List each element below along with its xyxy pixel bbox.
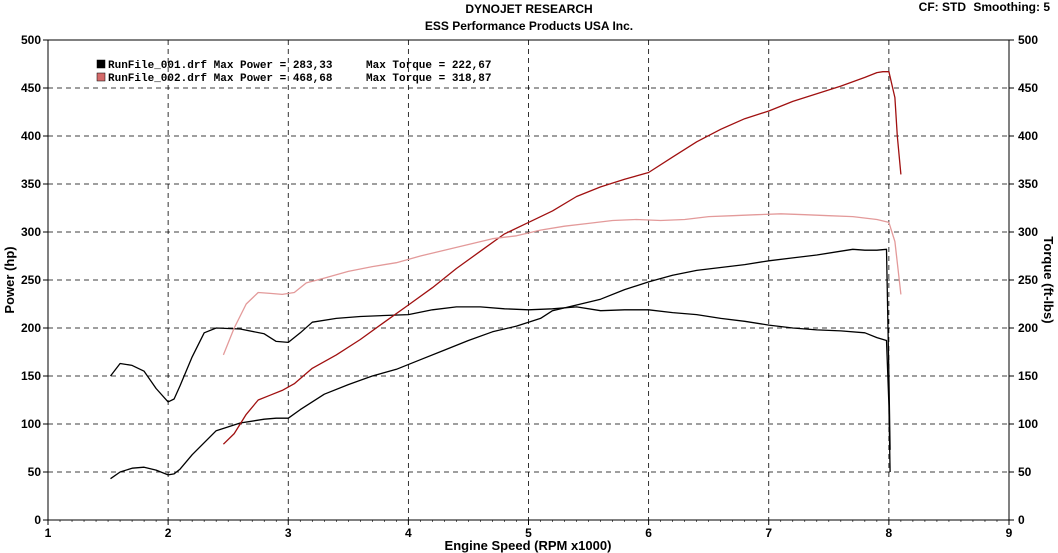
y-tick-label: 150: [21, 369, 41, 383]
y2-axis-label: Torque (ft-lbs): [1041, 236, 1056, 323]
x-tick-label: 1: [45, 526, 52, 540]
y-tick-label: 450: [21, 81, 41, 95]
y-tick-label: 100: [21, 417, 41, 431]
x-tick-label: 2: [165, 526, 172, 540]
x-tick-label: 3: [285, 526, 292, 540]
y2-tick-label: 300: [1018, 225, 1038, 239]
y-tick-label: 400: [21, 129, 41, 143]
series-line-2: [109, 306, 891, 473]
correction-info: CF: STD Smoothing: 5: [915, 0, 1050, 14]
y-tick-label: 250: [21, 273, 41, 287]
y-tick-label: 500: [21, 33, 41, 47]
legend-power-text: RunFile_001.drf Max Power = 283,33: [108, 60, 333, 72]
x-tick-label: 8: [886, 526, 893, 540]
smoothing-label: Smoothing: 5: [973, 0, 1050, 14]
legend: RunFile_001.drf Max Power = 283,33 Max To…: [96, 59, 491, 85]
y2-tick-label: 100: [1018, 417, 1038, 431]
y-tick-label: 200: [21, 321, 41, 335]
y2-tick-label: 450: [1018, 81, 1038, 95]
grid: [48, 40, 1009, 520]
legend-torque-text: Max Torque = 318,87: [366, 73, 491, 85]
chart-subtitle: ESS Performance Products USA Inc.: [424, 19, 634, 33]
legend-torque-text: Max Torque = 222,67: [366, 60, 491, 72]
x-tick-label: 7: [765, 526, 772, 540]
chart-title: DYNOJET RESEARCH: [465, 2, 593, 16]
series-line-3: [222, 71, 902, 445]
x-tick-label: 9: [1006, 526, 1013, 540]
y2-tick-label: 150: [1018, 369, 1038, 383]
y-axis-label: Power (hp): [2, 246, 17, 313]
series-lines: [109, 71, 902, 480]
y2-tick-label: 500: [1018, 33, 1038, 47]
legend-swatch: [96, 72, 106, 82]
series-line-1: [110, 248, 891, 480]
y2-tick-label: 0: [1018, 513, 1025, 527]
cf-label: CF: STD: [918, 0, 966, 14]
y-tick-label: 300: [21, 225, 41, 239]
y-tick-label: 50: [28, 465, 42, 479]
x-tick-label: 5: [525, 526, 532, 540]
series-line-4: [222, 213, 902, 356]
y-tick-label: 350: [21, 177, 41, 191]
x-tick-label: 6: [645, 526, 652, 540]
y2-tick-label: 50: [1018, 465, 1032, 479]
legend-swatch: [96, 59, 106, 69]
y2-tick-label: 350: [1018, 177, 1038, 191]
x-axis-label: Engine Speed (RPM x1000): [445, 538, 612, 553]
legend-power-text: RunFile_002.drf Max Power = 468,68: [108, 73, 333, 85]
y-tick-label: 0: [34, 513, 41, 527]
y2-tick-label: 400: [1018, 129, 1038, 143]
x-tick-label: 4: [405, 526, 412, 540]
y2-tick-label: 200: [1018, 321, 1038, 335]
axis-ticks: 1 2 3 4 5 6 7 8 90501001502002503003504004505000…: [21, 33, 1038, 540]
y2-tick-label: 250: [1018, 273, 1038, 287]
